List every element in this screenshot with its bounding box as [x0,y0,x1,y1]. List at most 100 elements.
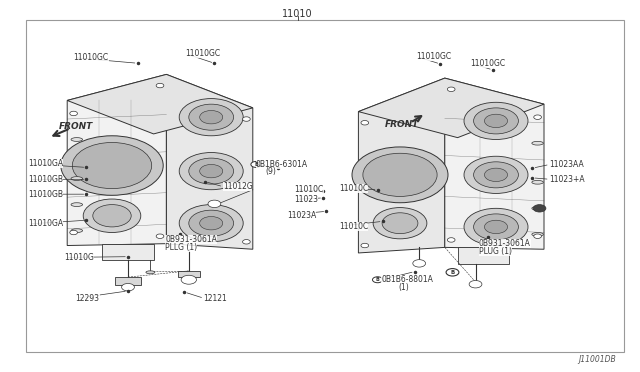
Circle shape [484,114,508,128]
Circle shape [200,164,223,178]
Circle shape [251,161,261,167]
Circle shape [447,238,455,242]
Circle shape [474,214,518,240]
Text: 11023: 11023 [294,195,319,204]
Circle shape [447,87,455,92]
Circle shape [446,269,459,276]
Circle shape [352,147,448,203]
Circle shape [464,156,528,193]
Circle shape [484,220,508,234]
Ellipse shape [532,232,543,236]
Text: 11010GC: 11010GC [74,53,109,62]
Ellipse shape [532,180,543,184]
Text: FRONT: FRONT [58,122,93,131]
Ellipse shape [71,177,83,180]
Circle shape [189,104,234,130]
Text: 11010GC: 11010GC [416,52,451,61]
Text: 11010C: 11010C [339,185,369,193]
Text: 0B931-3061A: 0B931-3061A [479,239,531,248]
Circle shape [474,162,518,188]
Circle shape [373,208,427,239]
Circle shape [534,115,541,119]
Circle shape [243,117,250,121]
Circle shape [181,275,196,284]
Polygon shape [458,247,509,264]
Circle shape [189,210,234,236]
Text: B: B [451,270,454,275]
Text: B: B [254,162,258,167]
Circle shape [363,153,437,196]
Text: 11010C: 11010C [294,185,324,194]
Circle shape [484,168,508,182]
Circle shape [83,199,141,232]
Polygon shape [115,277,141,285]
Circle shape [382,213,418,234]
Circle shape [156,83,164,88]
Circle shape [179,99,243,136]
Circle shape [361,243,369,248]
Bar [26,20,624,352]
Circle shape [464,208,528,246]
Text: 11010G: 11010G [64,253,94,262]
Ellipse shape [71,203,83,206]
Polygon shape [178,271,200,277]
Circle shape [156,234,164,238]
Circle shape [61,136,163,195]
Text: 0B1B6-8801A: 0B1B6-8801A [381,275,433,284]
Polygon shape [102,244,154,260]
Circle shape [70,111,77,116]
Text: (1): (1) [398,283,409,292]
Text: 11010GA: 11010GA [28,159,63,168]
Text: 11010GC: 11010GC [470,59,506,68]
Ellipse shape [532,206,543,210]
Circle shape [474,108,518,134]
Text: FRONT: FRONT [385,120,419,129]
Circle shape [533,205,546,212]
Polygon shape [67,74,166,246]
Ellipse shape [71,229,83,232]
Ellipse shape [532,141,543,145]
Text: (9): (9) [265,167,276,176]
Polygon shape [445,78,544,249]
Text: PLUG (1): PLUG (1) [479,247,512,256]
Text: 0B931-3061A: 0B931-3061A [165,235,217,244]
Text: PLLG (1): PLLG (1) [165,243,197,252]
Circle shape [72,142,152,189]
Text: 0B1B6-6301A: 0B1B6-6301A [256,160,308,169]
Circle shape [70,230,77,235]
Text: 12293: 12293 [76,294,100,303]
Text: 11010GC: 11010GC [186,49,221,58]
Circle shape [122,283,134,291]
Circle shape [208,200,221,208]
Ellipse shape [71,138,83,141]
Circle shape [189,158,234,184]
Text: 11023A: 11023A [287,211,316,219]
Polygon shape [358,78,445,253]
Circle shape [200,110,223,124]
Circle shape [464,102,528,140]
Circle shape [243,240,250,244]
Text: 11010: 11010 [282,9,313,19]
Circle shape [469,280,482,288]
Text: 11012G: 11012G [223,182,252,191]
Circle shape [534,234,541,238]
Text: B: B [376,277,380,282]
Text: 11023AA: 11023AA [549,160,584,169]
Circle shape [372,277,383,283]
Text: 12121: 12121 [204,294,227,303]
Ellipse shape [146,271,155,274]
Text: J11001DB: J11001DB [578,355,616,364]
Text: 11010C: 11010C [339,222,369,231]
Circle shape [179,205,243,242]
Circle shape [200,217,223,230]
Circle shape [413,260,426,267]
Circle shape [361,121,369,125]
Circle shape [93,205,131,227]
Text: 11010GB: 11010GB [28,175,63,184]
Text: 11010GB: 11010GB [28,190,63,199]
Polygon shape [166,74,253,249]
Polygon shape [358,78,544,138]
Circle shape [179,153,243,190]
Text: 11023+A: 11023+A [549,175,585,184]
Text: 11010GA: 11010GA [28,219,63,228]
